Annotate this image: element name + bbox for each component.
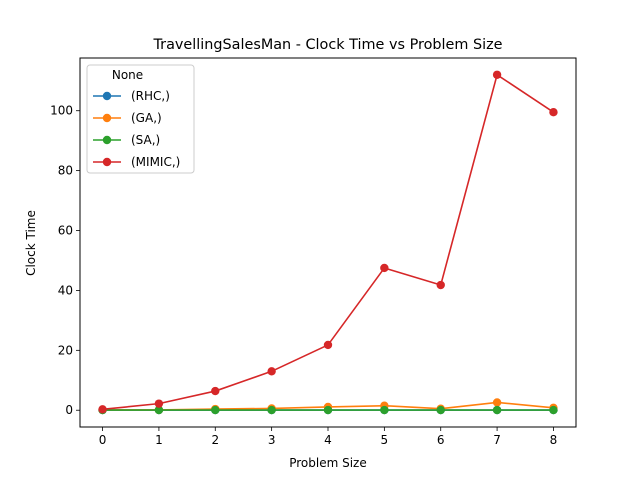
x-tick-label: 1 — [155, 433, 163, 447]
chart-title: TravellingSalesMan - Clock Time vs Probl… — [152, 37, 502, 53]
y-tick-label: 80 — [58, 164, 73, 178]
data-point-sa — [211, 405, 220, 415]
data-point-mimic — [492, 70, 502, 79]
y-tick-label: 100 — [50, 104, 73, 118]
data-point-mimic — [380, 263, 389, 273]
legend-swatch-marker — [102, 157, 112, 167]
legend-entry: (RHC,) — [131, 89, 170, 103]
data-point-mimic — [549, 108, 558, 117]
x-tick-label: 6 — [437, 433, 445, 447]
x-tick-label: 8 — [550, 433, 558, 447]
y-tick-label: 0 — [65, 403, 73, 417]
data-point-ga — [492, 398, 502, 407]
x-tick-label: 2 — [211, 433, 219, 447]
data-point-mimic — [436, 280, 445, 290]
data-point-sa — [323, 405, 333, 415]
data-point-mimic — [267, 367, 276, 376]
x-tick-label: 5 — [381, 433, 389, 447]
y-axis-label: Clock Time — [24, 210, 38, 276]
legend-swatch-marker — [102, 113, 112, 123]
legend-entry: (SA,) — [131, 133, 160, 147]
data-point-sa — [436, 405, 445, 415]
y-tick-label: 40 — [58, 283, 73, 297]
data-point-sa — [549, 405, 558, 415]
x-tick-label: 3 — [268, 433, 276, 447]
x-axis-label: Problem Size — [289, 456, 367, 470]
data-point-mimic — [154, 399, 164, 408]
x-tick-label: 7 — [493, 433, 501, 447]
x-tick-label: 4 — [324, 433, 332, 447]
data-point-mimic — [323, 340, 333, 350]
legend-entry: (GA,) — [131, 111, 162, 125]
legend-entry: (MIMIC,) — [131, 155, 180, 169]
plot-frame — [79, 57, 577, 428]
legend-title: None — [112, 68, 143, 82]
x-tick-label: 0 — [99, 433, 107, 447]
data-point-sa — [380, 405, 389, 415]
legend-swatch-marker — [102, 91, 112, 101]
data-point-mimic — [211, 386, 220, 396]
y-tick-label: 20 — [58, 343, 73, 357]
legend-box — [86, 64, 195, 174]
data-point-sa — [154, 405, 164, 415]
y-tick-label: 60 — [58, 224, 73, 238]
data-point-sa — [267, 405, 276, 415]
data-point-sa — [492, 405, 502, 415]
legend-swatch-marker — [102, 135, 112, 145]
data-point-mimic — [98, 405, 107, 414]
